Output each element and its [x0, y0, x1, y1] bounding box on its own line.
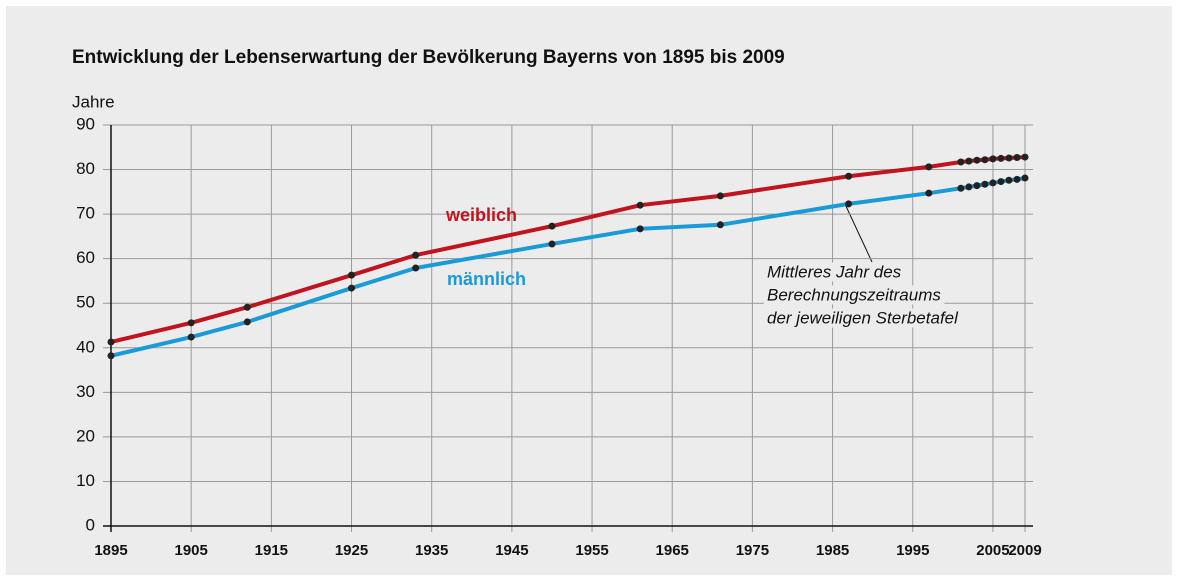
annotation: Berechnungszeitraums: [767, 285, 941, 304]
y-tick-label: 60: [76, 248, 95, 267]
data-point: [636, 225, 644, 233]
x-tick-label: 1965: [656, 542, 689, 559]
data-point: [957, 184, 965, 192]
data-point: [548, 222, 556, 230]
y-tick-label: 20: [76, 426, 95, 445]
data-point: [243, 318, 251, 326]
y-tick-label: 40: [76, 337, 95, 356]
data-point: [107, 338, 115, 346]
data-point: [716, 192, 724, 200]
annotation: der jeweiligen Sterbetafel: [767, 308, 959, 327]
y-tick-label: 80: [76, 159, 95, 178]
x-tick-label: 1985: [816, 542, 849, 559]
x-tick-label: 1925: [335, 542, 368, 559]
data-point: [187, 319, 195, 327]
data-point: [1005, 154, 1013, 162]
x-tick-label: 1935: [415, 542, 448, 559]
x-tick-label: 1945: [495, 542, 528, 559]
data-point: [925, 163, 933, 171]
x-tick-label: 2005: [976, 542, 1009, 559]
x-tick-label: 1905: [174, 542, 207, 559]
data-point: [925, 189, 933, 197]
chart-title: Entwicklung der Lebenserwartung der Bevö…: [72, 47, 785, 68]
series-label: weiblich: [445, 205, 517, 225]
annotation-background: [764, 262, 905, 282]
annotation: Mittleres Jahr des: [767, 262, 902, 281]
data-point: [1021, 174, 1029, 182]
data-point: [1005, 176, 1013, 184]
data-point: [845, 200, 853, 208]
data-point: [1021, 153, 1029, 161]
data-point: [187, 333, 195, 341]
data-point: [636, 201, 644, 209]
data-point: [348, 284, 356, 292]
series-label: männlich: [447, 269, 526, 289]
annotation-background: [764, 285, 945, 305]
x-tick-label: 1895: [94, 542, 127, 559]
x-tick-label: 1915: [255, 542, 288, 559]
data-point: [845, 172, 853, 180]
chart-background: [6, 6, 1172, 575]
data-point: [957, 158, 965, 166]
y-tick-label: 10: [76, 471, 95, 490]
x-tick-label: 1975: [736, 542, 769, 559]
data-point: [1013, 154, 1021, 162]
data-point: [965, 157, 973, 165]
y-tick-label: 70: [76, 204, 95, 223]
data-point: [965, 183, 973, 191]
x-tick-label: 1995: [896, 542, 929, 559]
y-axis-label: Jahre: [72, 92, 115, 111]
data-point: [1013, 175, 1021, 183]
data-point: [997, 178, 1005, 186]
x-tick-label: 2009: [1008, 542, 1041, 559]
data-point: [348, 271, 356, 279]
data-point: [243, 303, 251, 311]
data-point: [716, 221, 724, 229]
data-point: [412, 251, 420, 259]
y-tick-label: 90: [76, 114, 95, 133]
data-point: [973, 156, 981, 164]
data-point: [989, 155, 997, 163]
data-point: [973, 182, 981, 190]
data-point: [412, 264, 420, 272]
data-point: [997, 154, 1005, 162]
x-tick-label: 1955: [575, 542, 608, 559]
data-point: [107, 352, 115, 360]
data-point: [981, 180, 989, 188]
y-tick-label: 50: [76, 293, 95, 312]
y-tick-label: 0: [86, 515, 95, 534]
data-point: [548, 240, 556, 248]
data-point: [981, 156, 989, 164]
data-point: [989, 179, 997, 187]
annotation-background: [764, 308, 963, 328]
y-tick-label: 30: [76, 382, 95, 401]
